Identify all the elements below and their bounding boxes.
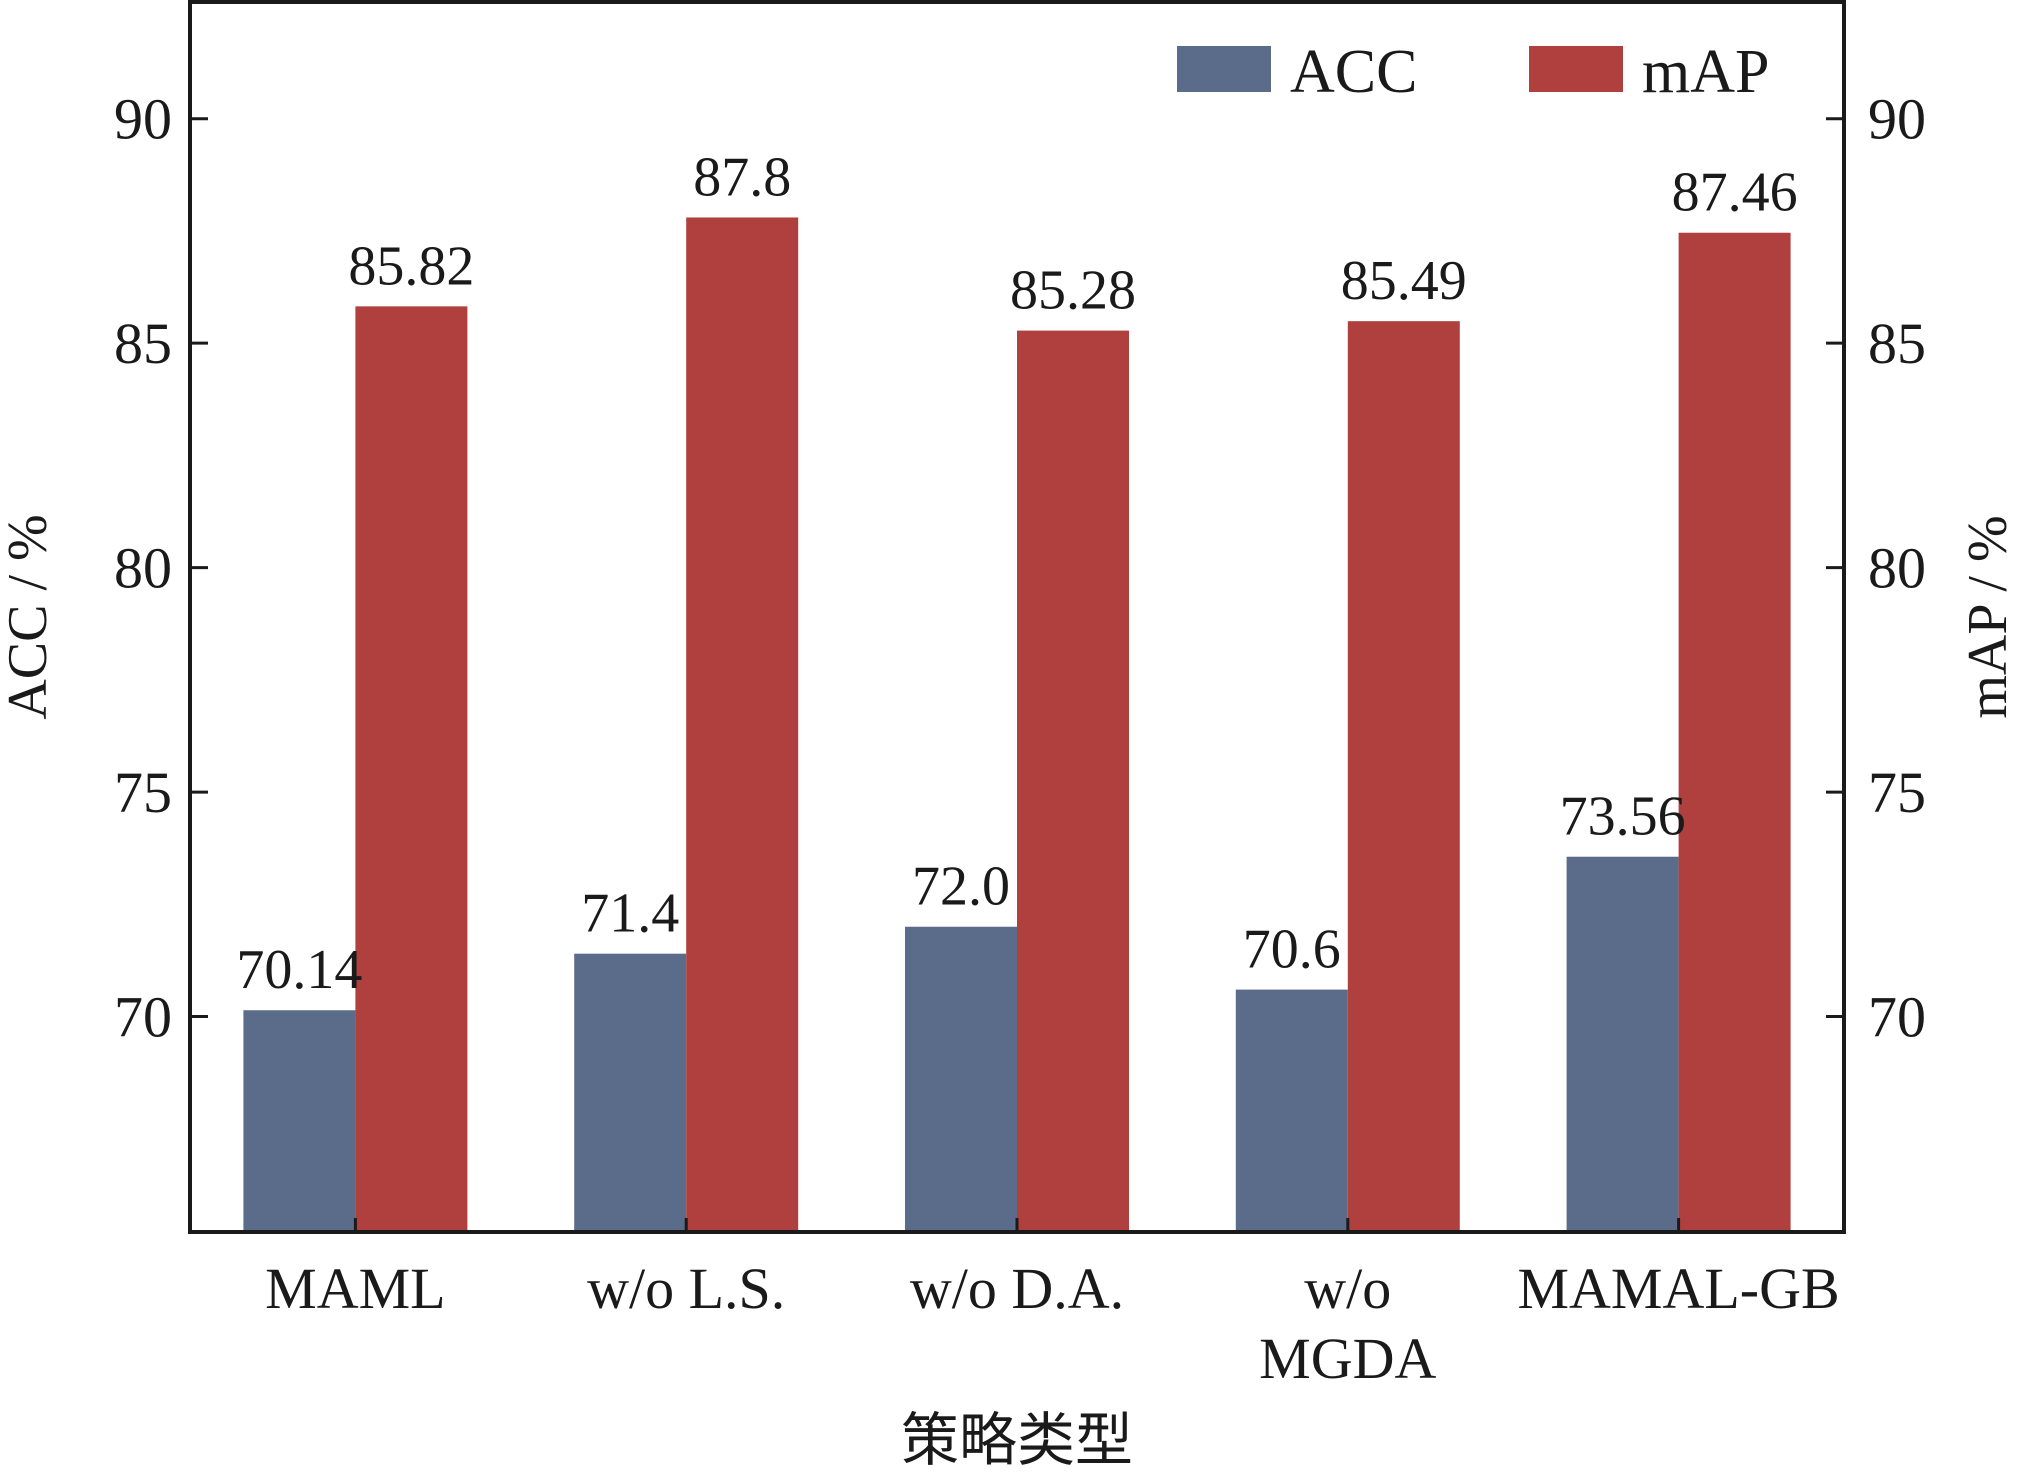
legend-swatch-map xyxy=(1529,46,1623,92)
bar-map-4 xyxy=(1678,232,1791,1232)
y-tick-label-left: 70 xyxy=(114,985,172,1050)
bar-acc-1 xyxy=(574,953,687,1232)
category-label-2: w/o D.A. xyxy=(910,1256,1124,1321)
y-tick-label-right: 85 xyxy=(1868,311,1926,376)
y-axis-title-right: mAP / % xyxy=(1957,515,2019,718)
data-label-map-0: 85.82 xyxy=(348,235,474,297)
legend-label-acc: ACC xyxy=(1290,38,1417,106)
legend-swatch-acc xyxy=(1177,46,1271,92)
data-label-map-1: 87.8 xyxy=(693,146,791,208)
y-tick-label-left: 80 xyxy=(114,536,172,601)
bar-map-3 xyxy=(1347,321,1460,1233)
category-label-4: MAMAL-GB xyxy=(1517,1256,1839,1321)
data-label-acc-1: 71.4 xyxy=(581,883,679,945)
bar-acc-0 xyxy=(243,1010,356,1232)
y-tick-label-left: 90 xyxy=(114,87,172,152)
data-label-acc-2: 72.0 xyxy=(912,856,1010,918)
category-label-3: w/o MGDA xyxy=(1259,1256,1436,1391)
bar-acc-2 xyxy=(905,926,1017,1232)
legend-label-map: mAP xyxy=(1642,38,1769,106)
y-axis-title-left: ACC / % xyxy=(0,514,59,719)
bar-map-0 xyxy=(355,306,468,1232)
bar-acc-3 xyxy=(1235,989,1348,1232)
data-label-map-4: 87.46 xyxy=(1672,162,1798,224)
y-tick-label-right: 75 xyxy=(1868,760,1926,825)
legend: ACC mAP xyxy=(1177,38,1769,106)
y-tick-label-left: 75 xyxy=(114,760,172,825)
bar-map-1 xyxy=(686,217,799,1232)
category-labels: MAML w/o L.S. w/o D.A. w/o MGDA MAMAL-GB xyxy=(265,1256,1840,1391)
category-label-0: MAML xyxy=(265,1256,445,1321)
data-label-acc-4: 73.56 xyxy=(1560,786,1686,848)
y-tick-label-left: 85 xyxy=(114,311,172,376)
data-label-map-3: 85.49 xyxy=(1341,250,1467,312)
data-labels: 70.14 85.82 71.4 87.8 72.0 85.28 70.6 85.49 73.5… xyxy=(236,146,1797,1001)
data-label-acc-0: 70.14 xyxy=(236,939,362,1001)
data-label-acc-3: 70.6 xyxy=(1243,919,1341,981)
bar-map-2 xyxy=(1017,330,1129,1233)
y-tick-label-right: 80 xyxy=(1868,536,1926,601)
y-tick-label-right: 70 xyxy=(1868,985,1926,1050)
plot-frame xyxy=(188,0,1846,1234)
ticks-layer: 70 70 75 75 80 80 85 85 90 90 xyxy=(114,87,1926,1232)
x-axis-title: 策略类型 xyxy=(901,1406,1133,1472)
y-tick-label-right: 90 xyxy=(1868,87,1926,152)
category-label-1: w/o L.S. xyxy=(587,1256,785,1321)
bar-acc-4 xyxy=(1566,856,1679,1232)
bars-layer xyxy=(243,217,1791,1233)
data-label-map-2: 85.28 xyxy=(1010,260,1136,322)
